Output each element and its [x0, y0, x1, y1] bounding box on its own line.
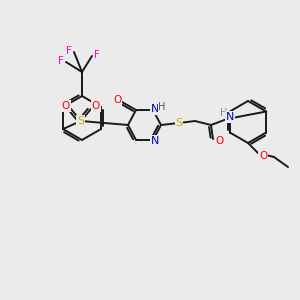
Text: N: N — [151, 136, 159, 146]
Text: S: S — [77, 116, 85, 126]
Text: F: F — [58, 56, 64, 66]
Text: F: F — [66, 46, 72, 56]
Text: N: N — [151, 104, 159, 114]
Text: N: N — [226, 112, 234, 122]
Text: F: F — [94, 50, 100, 60]
Text: O: O — [92, 101, 100, 111]
Text: H: H — [158, 102, 166, 112]
Text: O: O — [113, 95, 121, 105]
Text: H: H — [220, 108, 228, 118]
Text: O: O — [62, 101, 70, 111]
Text: S: S — [176, 118, 183, 128]
Text: O: O — [259, 151, 267, 161]
Text: O: O — [215, 136, 223, 146]
